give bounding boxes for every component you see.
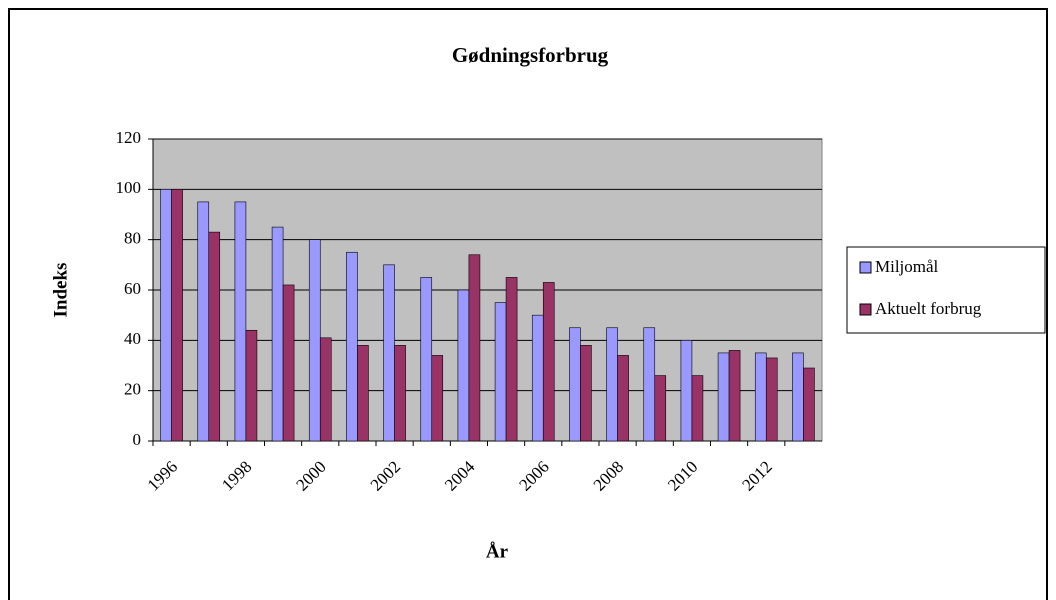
legend-swatch <box>859 303 872 316</box>
bar <box>765 357 778 442</box>
y-tick-label: 120 <box>116 128 142 147</box>
bar <box>680 340 693 442</box>
legend-swatch <box>859 261 872 274</box>
bar <box>420 277 433 442</box>
bar <box>171 189 183 442</box>
bar <box>728 350 741 442</box>
bar <box>754 352 767 442</box>
y-tick-label: 0 <box>133 430 142 449</box>
bar <box>617 355 629 442</box>
y-tick-label: 100 <box>116 178 142 197</box>
bar <box>505 277 518 442</box>
bar <box>245 329 258 442</box>
bar <box>394 345 406 442</box>
bar <box>457 289 470 442</box>
legend-label: Miljomål <box>875 257 939 276</box>
bar <box>691 375 704 442</box>
bar <box>494 302 507 442</box>
y-axis-title: Indeks <box>50 263 71 318</box>
y-tick-label: 40 <box>124 329 141 348</box>
bar <box>431 355 444 442</box>
bar <box>208 231 221 442</box>
bar <box>308 239 321 442</box>
bar <box>319 337 332 442</box>
legend-label: Aktuelt forbrug <box>875 299 982 318</box>
bar <box>468 254 481 442</box>
bar <box>383 264 395 442</box>
bar <box>271 226 284 442</box>
y-tick-label: 20 <box>124 380 141 399</box>
bar <box>580 345 592 442</box>
bar <box>542 282 555 442</box>
chart-title: Gødningsforbrug <box>452 43 609 67</box>
bar <box>234 201 247 442</box>
bar <box>346 251 358 442</box>
y-tick-label: 80 <box>124 229 141 248</box>
bar <box>357 345 369 442</box>
y-tick-label: 60 <box>124 279 141 298</box>
bar <box>282 284 295 442</box>
bar <box>717 352 730 442</box>
x-axis-title: År <box>486 541 509 562</box>
bar <box>531 314 544 442</box>
bar <box>160 189 172 442</box>
legend <box>846 246 1046 334</box>
bar <box>792 352 804 442</box>
bar <box>606 327 618 442</box>
bar <box>569 327 581 442</box>
bar <box>643 327 656 442</box>
bar <box>197 201 210 442</box>
bar <box>803 367 815 442</box>
bar <box>654 375 667 442</box>
